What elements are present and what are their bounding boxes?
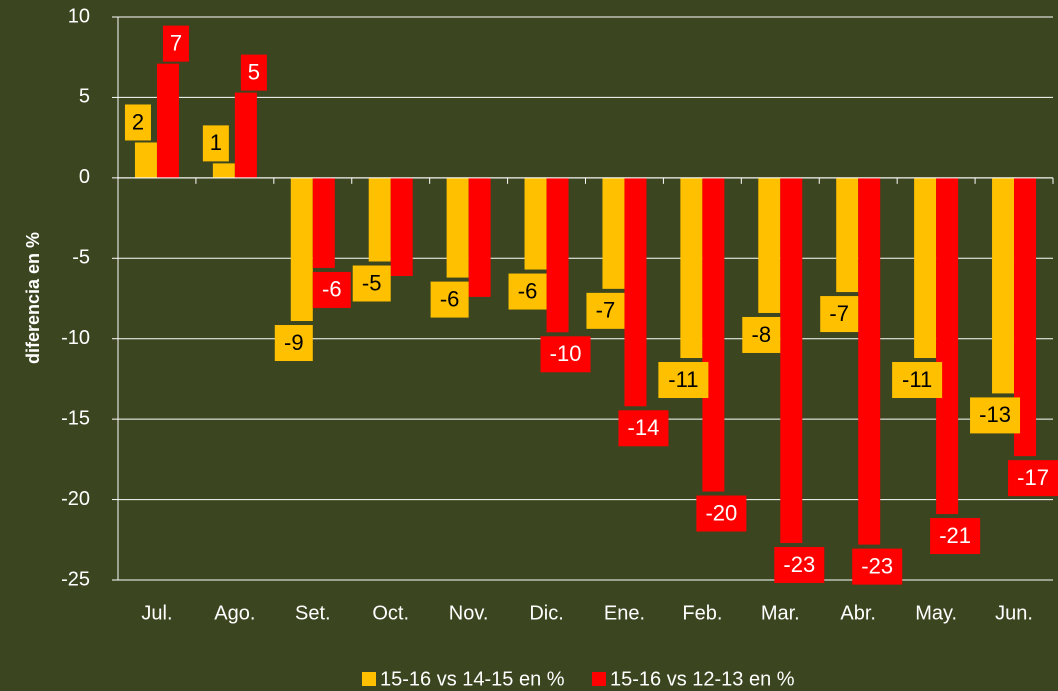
bar: [992, 177, 1015, 394]
value-label-box: [352, 265, 391, 302]
value-label: -20: [705, 500, 737, 525]
x-tick-label: Dic.: [529, 602, 563, 624]
x-tick-label: Nov.: [449, 602, 489, 624]
y-tick-label: 0: [79, 166, 90, 188]
value-label: -6: [440, 286, 460, 311]
bar: [134, 142, 157, 178]
bar: [936, 177, 959, 515]
bar: [234, 92, 257, 178]
value-label-box: [852, 548, 903, 585]
value-label: -14: [628, 415, 660, 440]
value-label-box: [508, 273, 547, 310]
x-tick-label: May.: [915, 602, 957, 624]
x-tick-label: Mar.: [761, 602, 800, 624]
x-tick-label: Oct.: [372, 602, 409, 624]
value-label: -8: [752, 322, 772, 347]
bar: [914, 177, 937, 359]
value-label-box: [696, 495, 747, 532]
y-tick-label: 5: [79, 86, 90, 108]
bar: [1014, 177, 1037, 457]
bar: [446, 177, 469, 278]
value-label: -23: [783, 552, 815, 577]
value-label: -5: [362, 270, 382, 295]
legend-swatch: [362, 672, 376, 686]
value-label-box: [970, 397, 1021, 434]
value-label: -11: [668, 367, 698, 392]
value-label: -7: [596, 298, 616, 323]
bar: [390, 177, 413, 276]
bar: [624, 177, 647, 407]
value-label: -10: [550, 341, 582, 366]
value-label-box: [540, 336, 591, 373]
y-tick-label: -10: [61, 327, 90, 349]
bar: [290, 177, 313, 322]
y-tick-label: -5: [72, 247, 90, 269]
y-tick-label: -20: [61, 488, 90, 510]
bar: [546, 177, 569, 333]
value-label-box: [240, 54, 267, 91]
bar: [468, 177, 491, 297]
value-label-box: [820, 296, 859, 333]
value-label-box: [658, 362, 709, 399]
x-tick-label: Jul.: [141, 602, 172, 624]
x-tick-label: Jun.: [995, 602, 1033, 624]
value-label-box: [586, 292, 625, 329]
bar: [858, 177, 881, 545]
bar: [524, 177, 547, 270]
bar: [680, 177, 703, 359]
y-tick-label: -25: [61, 568, 90, 590]
bar: [212, 163, 235, 178]
value-label-box: [162, 25, 189, 62]
x-tick-label: Feb.: [682, 602, 722, 624]
y-axis-label: diferencia en %: [23, 232, 43, 364]
value-label-box: [124, 104, 151, 141]
bar: [602, 177, 625, 289]
bar: [156, 63, 179, 178]
value-label: -13: [979, 402, 1011, 427]
value-label: 7: [170, 30, 182, 55]
bar: [312, 177, 335, 268]
x-tick-label: Set.: [295, 602, 331, 624]
value-label-box: [774, 547, 825, 584]
value-label-box: [1008, 460, 1058, 497]
value-label: -21: [939, 523, 971, 548]
value-label: -9: [284, 330, 304, 355]
legend-label: 15-16 vs 12-13 en %: [610, 668, 795, 690]
x-tick-label: Ene.: [604, 602, 645, 624]
value-label: -11: [902, 367, 932, 392]
value-label: -23: [861, 553, 893, 578]
bar: [836, 177, 859, 293]
legend-label: 15-16 vs 14-15 en %: [380, 668, 565, 690]
value-label: -6: [518, 278, 538, 303]
value-label-box: [430, 281, 469, 318]
value-label: 2: [132, 109, 144, 134]
value-label: -7: [829, 301, 849, 326]
y-tick-label: 10: [68, 5, 90, 27]
value-label-box: [202, 125, 229, 162]
y-tick-label: -15: [61, 407, 90, 429]
bar: [758, 177, 781, 313]
value-label: 5: [248, 59, 260, 84]
value-label-box: [930, 518, 981, 555]
value-label: -17: [1017, 465, 1049, 490]
value-label: 1: [210, 130, 222, 155]
bar: [368, 177, 391, 262]
x-tick-label: Ago.: [214, 602, 255, 624]
value-label-box: [618, 410, 669, 447]
x-tick-label: Abr.: [840, 602, 876, 624]
legend-swatch: [592, 672, 606, 686]
value-label-box: [742, 316, 781, 353]
bar: [780, 177, 803, 544]
value-label: -6: [322, 277, 342, 302]
value-label-box: [274, 325, 313, 362]
value-label-box: [892, 362, 943, 399]
bar: [702, 177, 725, 492]
value-label-box: [312, 271, 351, 308]
